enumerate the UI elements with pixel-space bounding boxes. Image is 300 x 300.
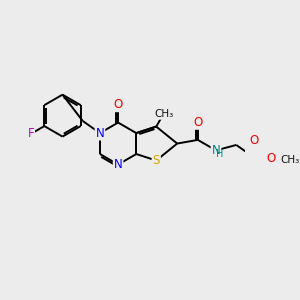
Text: O: O xyxy=(113,98,123,111)
Text: N: N xyxy=(96,127,104,140)
Text: O: O xyxy=(267,152,276,165)
Text: CH₃: CH₃ xyxy=(281,155,300,165)
Text: N: N xyxy=(114,158,122,171)
Text: H: H xyxy=(216,148,224,159)
Text: CH₃: CH₃ xyxy=(154,109,173,119)
Text: O: O xyxy=(250,134,259,147)
Text: O: O xyxy=(193,116,203,129)
Text: S: S xyxy=(152,154,160,167)
Text: N: N xyxy=(212,144,220,157)
Text: F: F xyxy=(27,128,34,140)
